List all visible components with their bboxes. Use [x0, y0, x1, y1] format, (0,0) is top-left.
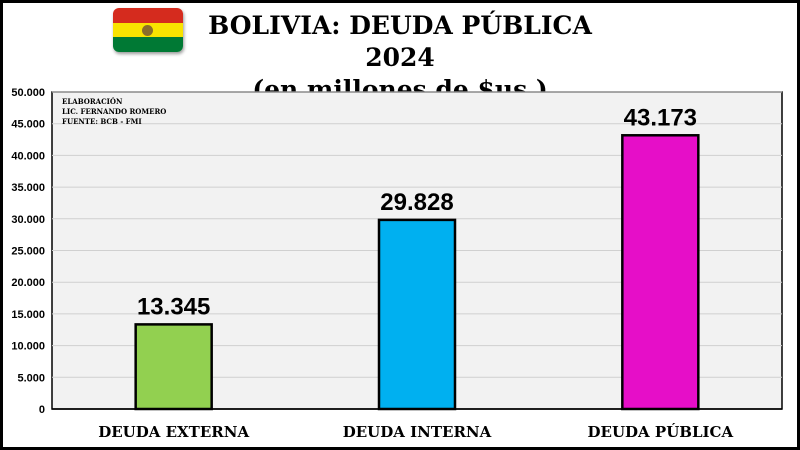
chart-title: BOLIVIA: DEUDA PÚBLICA 2024 — [208, 11, 592, 72]
data-label: 29.828 — [380, 189, 453, 216]
x-tick-label: DEUDA EXTERNA — [98, 423, 249, 441]
y-tick-label: 25.000 — [11, 246, 45, 258]
y-tick-label: 35.000 — [11, 182, 45, 194]
bar — [621, 134, 700, 411]
y-tick-label: 5.000 — [17, 372, 45, 384]
bar — [377, 218, 457, 411]
y-tick-label: 15.000 — [11, 309, 45, 321]
x-tick-label: DEUDA PÚBLICA — [588, 423, 734, 441]
y-tick-label: 0 — [39, 404, 45, 416]
credit-line: FUENTE: BCB - FMI — [62, 117, 142, 126]
y-tick-label: 20.000 — [11, 277, 45, 289]
data-label: 13.345 — [137, 293, 210, 320]
bolivia-flag-icon — [113, 8, 183, 52]
bar — [134, 323, 213, 411]
y-tick-label: 40.000 — [11, 150, 45, 162]
y-tick-label: 10.000 — [11, 341, 45, 353]
credit-line: ELABORACIÓN — [62, 97, 123, 106]
data-label: 43.173 — [624, 104, 697, 131]
y-tick-label: 45.000 — [11, 119, 45, 131]
y-tick-label: 50.000 — [11, 87, 45, 99]
y-tick-label: 30.000 — [11, 214, 45, 226]
x-tick-label: DEUDA INTERNA — [343, 423, 492, 441]
credits: ELABORACIÓN LIC. FERNANDO ROMERO FUENTE:… — [62, 97, 166, 127]
credit-line: LIC. FERNANDO ROMERO — [62, 107, 167, 116]
